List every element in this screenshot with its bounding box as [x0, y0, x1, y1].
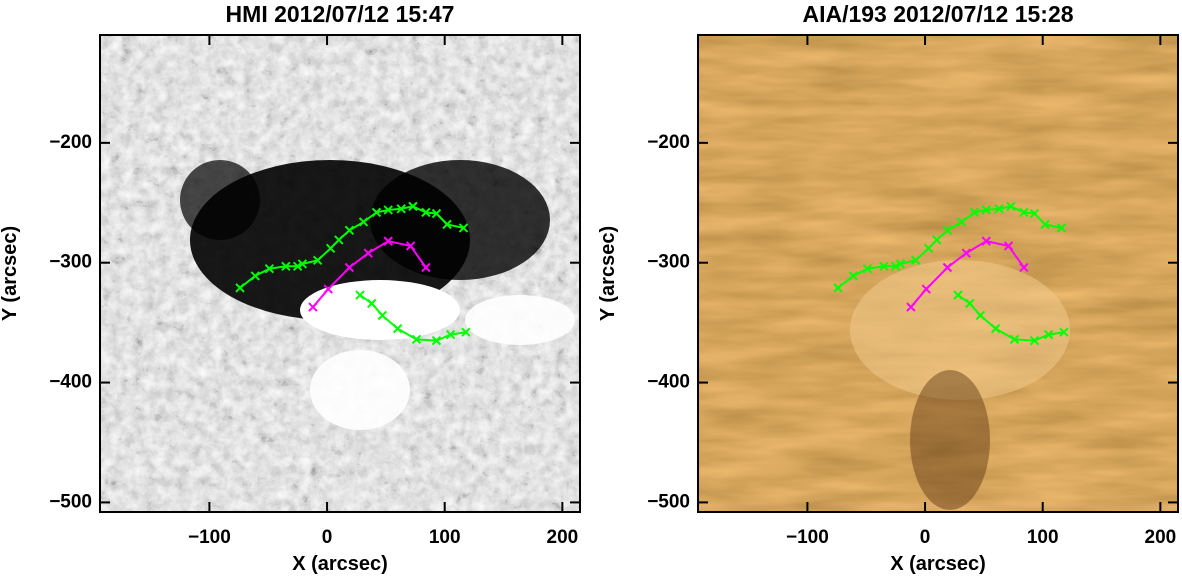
x-tick-label: 200 — [1145, 527, 1177, 548]
track-point — [377, 310, 388, 321]
track-point — [264, 263, 275, 274]
track-point — [994, 204, 1004, 214]
y-tick-label: −300 — [49, 252, 92, 273]
track-point — [1029, 208, 1040, 219]
track-point — [442, 219, 452, 230]
track-point — [862, 263, 873, 274]
track-point — [421, 207, 431, 218]
track-point — [367, 298, 377, 309]
track-point — [932, 235, 942, 245]
track-point — [396, 204, 406, 214]
track-point — [458, 223, 469, 233]
track-point — [1056, 223, 1067, 233]
track-point — [431, 335, 442, 346]
y-tick-label: −300 — [647, 252, 690, 273]
track-point — [981, 236, 991, 246]
plot-frame — [99, 34, 581, 513]
track-point — [250, 271, 261, 281]
track-point — [1059, 327, 1069, 337]
track-point — [383, 236, 393, 246]
track-point — [431, 208, 442, 219]
track-point — [890, 261, 901, 272]
track-point — [325, 243, 336, 254]
y-tick-label: −400 — [49, 372, 92, 393]
y-tick-label: −200 — [49, 132, 92, 153]
track-point — [292, 261, 303, 272]
track-point — [392, 323, 403, 334]
track-point — [910, 255, 921, 266]
x-tick-label: −100 — [188, 527, 231, 548]
track-point — [461, 327, 471, 337]
track-point — [956, 217, 967, 227]
x-tick-label: 0 — [920, 527, 931, 548]
y-tick-label: −200 — [647, 132, 690, 153]
track-point — [965, 298, 975, 309]
chart-title: HMI 2012/07/12 15:47 — [226, 1, 455, 27]
track-point — [921, 284, 931, 294]
track-point — [371, 207, 382, 218]
y-tick-label: −400 — [647, 372, 690, 393]
x-tick-label: 100 — [1027, 527, 1059, 548]
track-point — [1006, 201, 1016, 212]
track-point — [833, 283, 843, 293]
track-point — [942, 225, 953, 236]
track-point — [344, 262, 355, 273]
track-point — [969, 207, 980, 218]
track-point — [961, 248, 971, 258]
track-point — [942, 262, 953, 273]
track-point — [355, 290, 365, 300]
y-tick-label: −500 — [49, 491, 92, 512]
track-point — [879, 261, 889, 272]
hmi-image — [100, 35, 580, 512]
y-axis-label: Y (arcsec) — [0, 226, 21, 321]
track-point — [445, 329, 456, 340]
track-point — [1019, 207, 1029, 218]
track-point — [312, 255, 323, 266]
x-tick-label: 0 — [322, 527, 333, 548]
track-point — [358, 217, 369, 227]
track-point — [334, 235, 344, 245]
track-point — [421, 262, 431, 273]
track-point — [981, 205, 991, 215]
track-point — [1009, 334, 1020, 345]
track-point — [1029, 335, 1040, 346]
track-point — [975, 310, 986, 321]
track-point — [990, 323, 1001, 334]
y-tick-label: −500 — [647, 491, 690, 512]
track-point — [408, 201, 418, 212]
track-point — [297, 259, 308, 269]
x-tick-label: −100 — [786, 527, 829, 548]
x-tick-label: 100 — [429, 527, 461, 548]
plot-frame — [697, 34, 1179, 513]
track-point — [405, 241, 416, 251]
x-axis-label: X (arcsec) — [292, 553, 388, 575]
chart-title: AIA/193 2012/07/12 15:28 — [802, 1, 1073, 27]
track-point — [281, 261, 291, 272]
track-point — [895, 259, 906, 269]
track-point — [235, 283, 245, 293]
track-point — [906, 302, 916, 312]
track-point — [1043, 329, 1054, 340]
track-point — [363, 248, 373, 258]
aia-image — [698, 35, 1178, 512]
track-point — [411, 334, 422, 345]
track-point — [308, 302, 318, 312]
x-tick-label: 200 — [547, 527, 579, 548]
track-point — [344, 225, 355, 236]
x-axis-label: X (arcsec) — [890, 553, 986, 575]
track-point — [1003, 241, 1014, 251]
track-point — [1040, 219, 1050, 230]
track-point — [1019, 262, 1029, 273]
track-point — [323, 284, 333, 294]
track-point — [953, 290, 963, 300]
track-point — [383, 205, 393, 215]
y-axis-label: Y (arcsec) — [597, 226, 619, 321]
track-point — [923, 243, 934, 254]
track-point — [848, 271, 859, 281]
